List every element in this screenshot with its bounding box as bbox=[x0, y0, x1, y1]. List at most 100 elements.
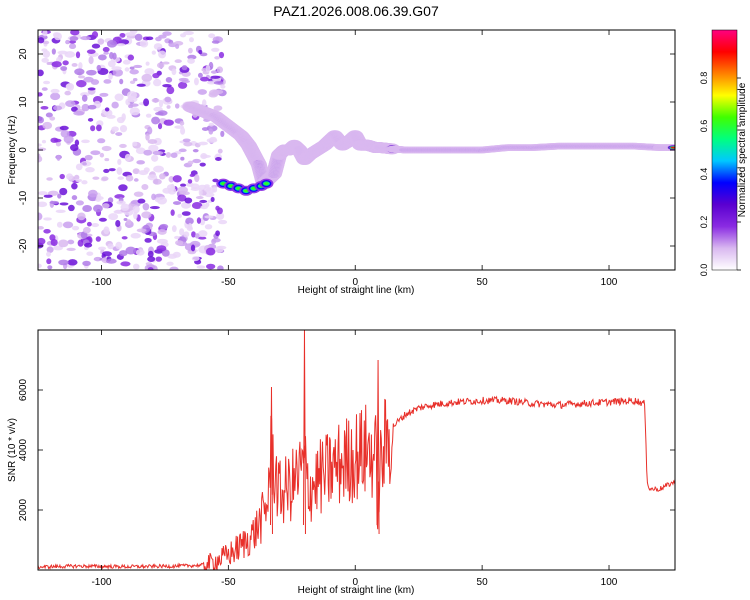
spectrogram-noise-cell bbox=[125, 174, 134, 182]
spectrogram-noise-cell bbox=[82, 204, 92, 213]
spectrogram-noise-cell bbox=[147, 256, 156, 263]
spectrogram-noise-cell bbox=[62, 221, 74, 229]
spectrogram-noise-cell bbox=[114, 93, 124, 101]
y-tick-label: 6000 bbox=[18, 378, 29, 401]
spectrogram-noise-cell bbox=[166, 105, 171, 109]
spectrogram-noise-cell bbox=[126, 91, 138, 99]
spectrogram-noise-cell bbox=[156, 245, 167, 252]
spectrogram-noise-cell bbox=[139, 39, 149, 48]
spectrogram-noise-cell bbox=[75, 163, 83, 171]
spectrogram-noise-cell bbox=[137, 198, 146, 204]
spectrogram-noise-cell bbox=[175, 43, 180, 49]
spectrogram-noise-cell bbox=[145, 113, 152, 118]
spectrogram-noise-cell bbox=[74, 139, 80, 147]
spectrogram-noise-cell bbox=[210, 70, 218, 74]
spectrogram-noise-cell bbox=[40, 105, 49, 110]
spectrogram-noise-cell bbox=[50, 88, 60, 94]
spectrogram-noise-cell bbox=[166, 261, 174, 266]
figure-title: PAZ1.2026.008.06.39.G07 bbox=[273, 3, 439, 19]
spectrogram-noise-cell bbox=[162, 84, 172, 88]
spectrogram-noise-cell bbox=[196, 265, 206, 269]
y-tick-label: 4000 bbox=[18, 438, 29, 461]
spectrogram-noise-cell bbox=[103, 168, 110, 174]
spectrogram-noise-cell bbox=[80, 36, 91, 41]
spectrogram-noise-cell bbox=[220, 84, 226, 89]
spectrogram-noise-cell bbox=[57, 50, 68, 55]
spectrogram-noise-cell bbox=[107, 60, 116, 68]
spectrogram-noise-cell bbox=[215, 230, 220, 237]
spectrogram-noise-cell bbox=[104, 157, 110, 162]
spectrogram-noise-cell bbox=[179, 33, 187, 38]
spectrogram-noise-cell bbox=[155, 256, 163, 262]
spectrogram-noise-cell bbox=[172, 251, 181, 258]
spectrogram-noise-cell bbox=[191, 201, 203, 210]
spectrogram-noise-cell bbox=[216, 66, 224, 74]
spectrogram-y-label: Frequency (Hz) bbox=[7, 116, 18, 185]
spectrogram-noise-cell bbox=[200, 205, 208, 210]
spectrogram-noise-cell bbox=[195, 195, 204, 200]
colorbar-label: Normalized spectral amplitude bbox=[737, 82, 748, 217]
spectrogram-noise-cell bbox=[77, 75, 85, 79]
spectrogram-noise-cell bbox=[129, 66, 135, 70]
spectrogram-noise-cell bbox=[166, 86, 175, 95]
spectrogram-noise-cell bbox=[98, 54, 107, 61]
spectrogram-noise-cell bbox=[84, 154, 93, 161]
snr-y-label: SNR (10 * v/v) bbox=[7, 418, 18, 482]
snr-axes: -100 -50 0 50 100 2000 4000 6000 bbox=[18, 330, 675, 588]
spectrogram-noise-cell bbox=[165, 77, 173, 83]
spectrogram-noise-cell bbox=[153, 43, 163, 50]
spectrogram-noise-cell bbox=[80, 92, 90, 97]
spectrogram-noise-cell bbox=[141, 184, 149, 191]
spectrogram-noise-cell bbox=[163, 119, 174, 126]
spectrogram-noise-cell bbox=[215, 157, 222, 161]
spectrogram-noise-cell bbox=[156, 62, 165, 69]
spectrogram-noise-cell bbox=[145, 61, 150, 66]
spectrogram-noise-cell bbox=[151, 116, 160, 125]
spectrogram-noise-cell bbox=[174, 235, 180, 240]
spectrogram-noise-cell bbox=[181, 65, 188, 71]
spectrogram-noise-cell bbox=[125, 98, 131, 106]
x-tick-label: 50 bbox=[477, 577, 489, 588]
spectrogram-noise-cell bbox=[145, 133, 150, 141]
spectrogram-noise-cell bbox=[97, 138, 106, 144]
spectrogram-noise-layer bbox=[38, 30, 228, 270]
spectrogram-noise-cell bbox=[82, 260, 91, 267]
spectrogram-noise-cell bbox=[117, 158, 122, 165]
spectrogram-noise-cell bbox=[101, 145, 112, 152]
spectrogram-noise-cell bbox=[177, 186, 189, 194]
spectrogram-noise-cell bbox=[38, 212, 43, 221]
spectrogram-noise-cell bbox=[91, 223, 99, 228]
spectrogram-noise-cell bbox=[71, 182, 78, 190]
spectrogram-noise-cell bbox=[159, 173, 166, 180]
spectrogram-noise-cell bbox=[97, 38, 105, 45]
spectrogram-noise-cell bbox=[152, 265, 158, 270]
spectrogram-noise-cell bbox=[134, 33, 143, 41]
spectrogram-noise-cell bbox=[207, 80, 216, 85]
spectrogram-noise-cell bbox=[164, 96, 172, 103]
spectrogram-noise-cell bbox=[158, 50, 167, 59]
spectrogram-noise-cell bbox=[174, 103, 180, 109]
spectrogram-noise-cell bbox=[64, 90, 72, 96]
spectrogram-noise-cell bbox=[190, 187, 201, 191]
spectrogram-noise-cell bbox=[198, 188, 203, 197]
spectrogram-noise-cell bbox=[129, 107, 140, 116]
y-tick-label: 0 bbox=[18, 147, 29, 153]
spectrogram-noise-cell bbox=[135, 147, 146, 155]
spectrogram-noise-cell bbox=[115, 132, 123, 136]
spectrogram-noise-cell bbox=[211, 47, 220, 52]
spectrogram-noise-cell bbox=[38, 143, 42, 147]
spectrogram-noise-cell bbox=[213, 105, 223, 111]
spectrogram-noise-cell bbox=[71, 225, 80, 231]
spectrogram-noise-cell bbox=[151, 193, 156, 201]
spectrogram-noise-cell bbox=[62, 60, 69, 66]
spectrogram-noise-cell bbox=[147, 267, 154, 270]
spectrogram-noise-cell bbox=[87, 117, 94, 122]
spectrogram-noise-cell bbox=[78, 62, 83, 70]
spectrogram-noise-cell bbox=[180, 201, 191, 209]
spectrogram-noise-cell bbox=[70, 30, 80, 36]
spectrogram-noise-cell bbox=[46, 251, 51, 257]
x-tick-label: -100 bbox=[91, 577, 111, 588]
spectrogram-noise-cell bbox=[149, 205, 160, 210]
spectrogram-noise-cell bbox=[76, 80, 87, 88]
